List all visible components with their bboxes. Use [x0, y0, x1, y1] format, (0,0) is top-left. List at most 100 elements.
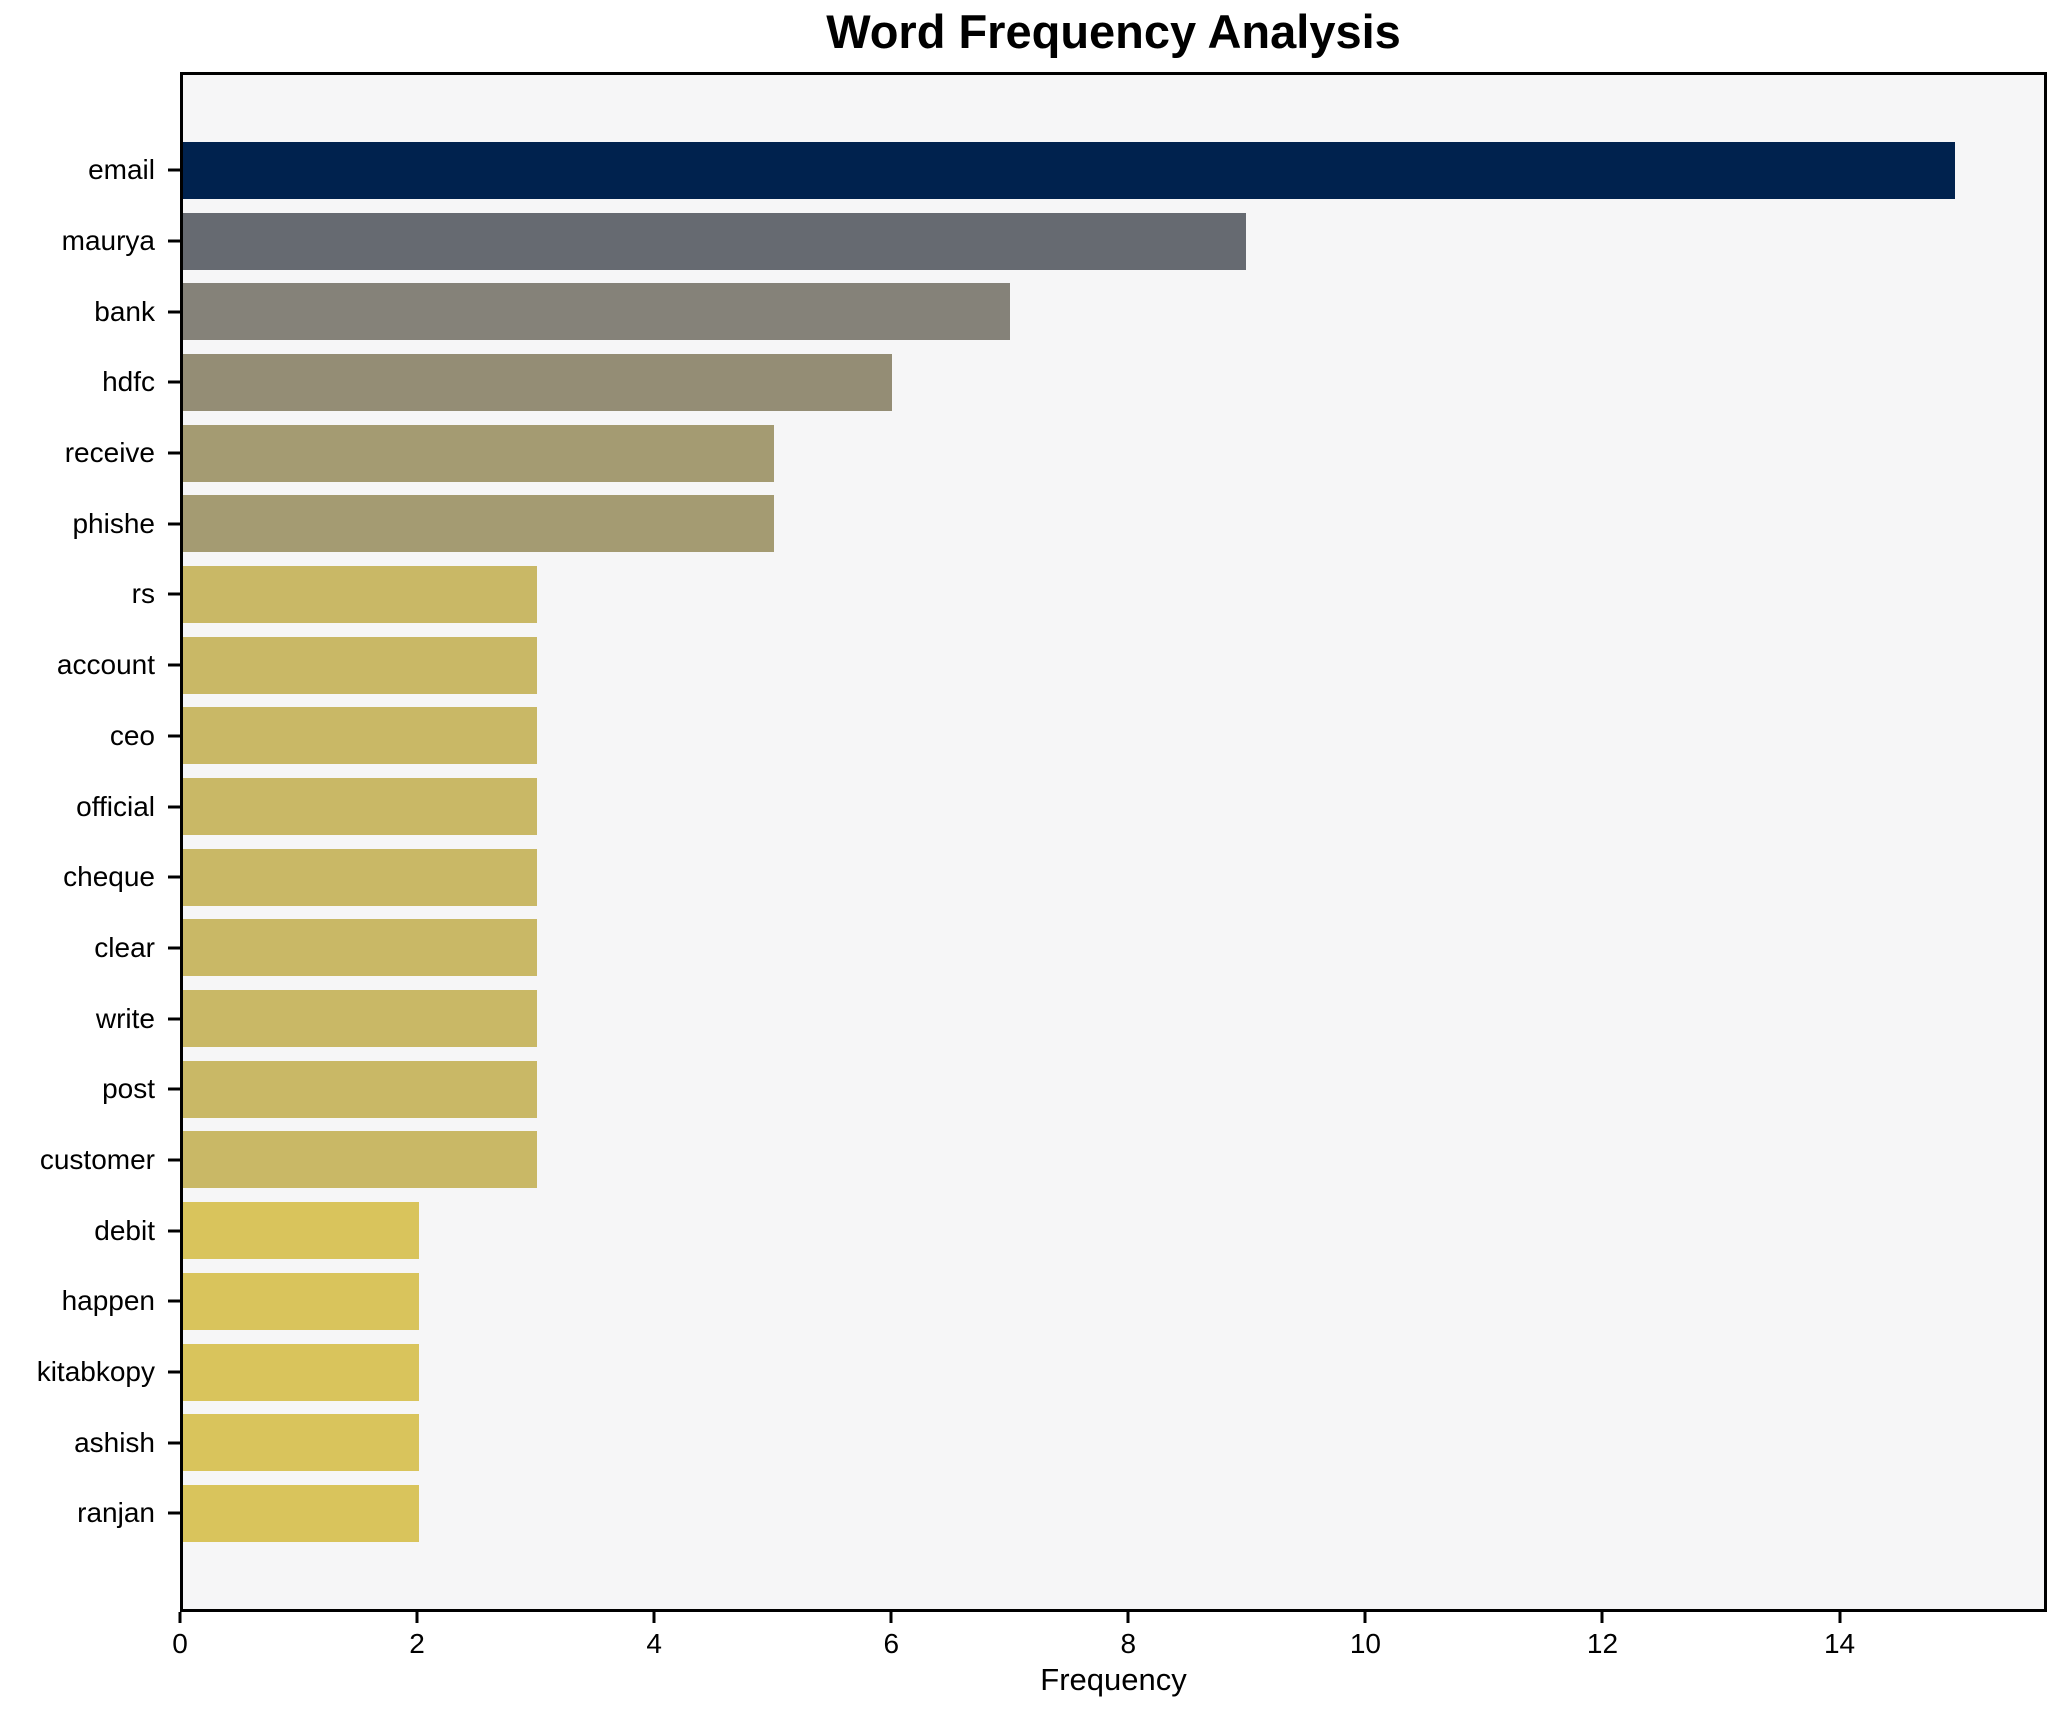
y-tick-mark — [168, 1087, 180, 1091]
y-tick-label: ranjan — [77, 1497, 155, 1529]
bar-row: phishe — [72, 488, 2044, 559]
bar-clear — [183, 919, 538, 977]
x-tick-mark — [1126, 1612, 1130, 1623]
x-tick-mark — [652, 1612, 656, 1623]
y-tick-mark — [168, 310, 180, 314]
y-tick-label: write — [95, 1002, 155, 1034]
bar-row: cheque — [63, 842, 2044, 913]
bar-ranjan — [183, 1484, 420, 1542]
y-tick-label: official — [76, 790, 155, 822]
y-tick-label: clear — [94, 931, 155, 963]
bar-row: ceo — [110, 701, 2044, 772]
y-tick-label: account — [56, 649, 155, 681]
bar-row: bank — [94, 276, 2044, 347]
bar-row: post — [102, 1054, 2044, 1125]
bar-write — [183, 990, 538, 1048]
plot-area: email maurya bank hdfc receive phishe rs… — [37, 72, 2047, 1612]
bar-row: write — [96, 983, 2044, 1054]
y-tick-label: debit — [94, 1214, 155, 1246]
x-tick-mark — [415, 1612, 419, 1623]
y-tick-mark — [168, 1370, 180, 1374]
y-tick-mark — [168, 1229, 180, 1233]
x-tick-mark — [1363, 1612, 1367, 1623]
y-tick-mark — [168, 451, 180, 455]
bar-hdfc — [183, 353, 892, 411]
y-tick-label: rs — [131, 578, 155, 610]
y-tick-mark — [168, 239, 180, 243]
bar-ashish — [183, 1414, 420, 1472]
bar-row: ashish — [74, 1407, 2044, 1478]
y-tick-mark — [168, 663, 180, 667]
bar-bank — [183, 283, 1011, 341]
y-tick-label: kitabkopy — [36, 1356, 155, 1388]
bar-customer — [183, 1131, 538, 1189]
y-tick-label: cheque — [63, 861, 155, 893]
y-tick-mark — [168, 1441, 180, 1445]
bar-row: clear — [94, 913, 2044, 984]
x-tick-label: 12 — [1586, 1628, 1619, 1659]
bar-kitabkopy — [183, 1343, 420, 1401]
x-tick-mark — [178, 1612, 182, 1623]
x-tick-label: 6 — [883, 1628, 900, 1659]
bar-debit — [183, 1202, 420, 1260]
y-tick-label: receive — [64, 437, 155, 469]
y-tick-label: customer — [39, 1143, 155, 1175]
bar-email — [183, 141, 1956, 199]
bar-maurya — [183, 212, 1247, 270]
bar-row: account — [57, 630, 2044, 701]
x-axis: 0 2 4 6 8 10 12 14 — [172, 1612, 2047, 1672]
bar-row: receive — [65, 418, 2044, 489]
y-tick-mark — [168, 946, 180, 950]
bar-row: ranjan — [77, 1478, 2044, 1549]
bar-rs — [183, 565, 538, 623]
y-tick-label: phishe — [72, 507, 155, 539]
y-tick-mark — [168, 1017, 180, 1021]
x-tick-mark — [1600, 1612, 1604, 1623]
y-tick-mark — [168, 805, 180, 809]
x-tick-label: 14 — [1823, 1628, 1856, 1659]
bar-official — [183, 778, 538, 836]
y-tick-mark — [168, 592, 180, 596]
y-tick-label: happen — [61, 1285, 155, 1317]
x-axis-label: Frequency — [1040, 1662, 1187, 1697]
y-tick-label: maurya — [61, 225, 155, 257]
x-tick-mark — [1838, 1612, 1842, 1623]
bar-row: kitabkopy — [37, 1337, 2044, 1408]
y-tick-mark — [168, 734, 180, 738]
x-tick-label: 0 — [172, 1628, 188, 1659]
x-tick-label: 10 — [1349, 1628, 1381, 1659]
y-tick-label: bank — [94, 295, 155, 327]
bar-row: rs — [132, 559, 2044, 630]
y-tick-label: post — [102, 1073, 155, 1105]
y-tick-label: ashish — [74, 1426, 155, 1458]
y-tick-mark — [168, 875, 180, 879]
bar-ceo — [183, 707, 538, 765]
y-tick-label: email — [88, 154, 155, 186]
bar-post — [183, 1060, 538, 1118]
bar-row: customer — [40, 1125, 2044, 1196]
bar-row: debit — [94, 1195, 2044, 1266]
bar-account — [183, 636, 538, 694]
bar-row: official — [76, 771, 2044, 842]
x-tick-label: 8 — [1120, 1628, 1137, 1659]
bar-receive — [183, 424, 774, 482]
bar-row: hdfc — [102, 347, 2044, 418]
bar-row: happen — [62, 1266, 2044, 1337]
x-tick-label: 2 — [409, 1628, 425, 1659]
chart-title: Word Frequency Analysis — [826, 5, 1401, 58]
bar-happen — [183, 1272, 420, 1330]
y-tick-label: hdfc — [102, 366, 155, 398]
x-tick-label: 4 — [646, 1628, 662, 1659]
y-tick-mark — [168, 522, 180, 526]
y-tick-mark — [168, 1511, 180, 1515]
y-tick-mark — [168, 1299, 180, 1303]
bar-cheque — [183, 848, 538, 906]
bar-row: email — [88, 135, 2044, 206]
y-tick-label: ceo — [109, 719, 155, 751]
y-tick-mark — [168, 380, 180, 384]
bar-row: maurya — [62, 206, 2044, 277]
bar-phishe — [183, 495, 774, 553]
y-tick-mark — [168, 1158, 180, 1162]
y-tick-mark — [168, 168, 180, 172]
